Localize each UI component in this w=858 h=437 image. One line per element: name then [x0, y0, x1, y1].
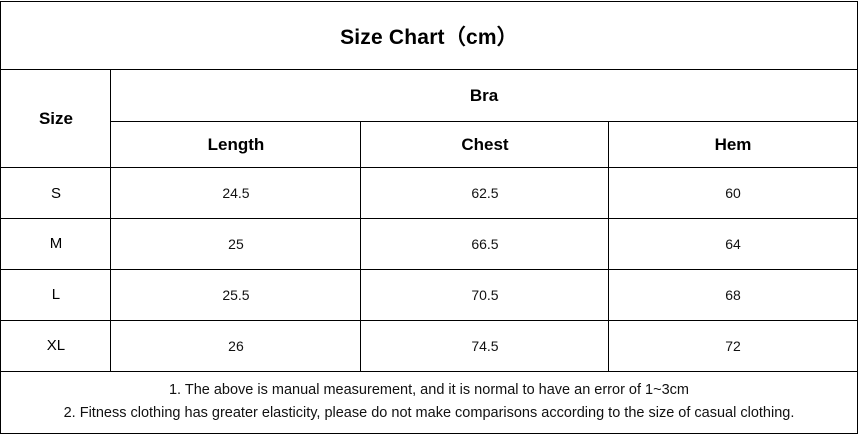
table-row-l: L 25.5 70.5 68 — [0, 268, 858, 321]
table-row-xl: XL 26 74.5 72 — [0, 319, 858, 372]
note-line-1: 1. The above is manual measurement, and … — [168, 382, 689, 399]
notes: 1. The above is manual measurement, and … — [0, 370, 858, 435]
chest-value: 62.5 — [360, 167, 610, 219]
group-header-row: Size Bra — [0, 69, 858, 169]
notes-row: 1. The above is manual measurement, and … — [0, 370, 858, 435]
note-line-2: 2. Fitness clothing has greater elastici… — [63, 405, 795, 422]
column-header-row: Length Chest Hem — [1, 121, 858, 169]
hem-value: 60 — [608, 167, 858, 219]
size-label: S — [0, 167, 112, 219]
hem-value: 72 — [608, 319, 858, 372]
page-title: Size Chart（cm） — [0, 0, 858, 71]
chest-value: 66.5 — [360, 217, 610, 270]
length-value: 25 — [110, 217, 362, 270]
hem-value: 64 — [608, 217, 858, 270]
table-row-m: M 25 66.5 64 — [0, 217, 858, 270]
chest-value: 70.5 — [360, 268, 610, 321]
column-header-length: Length — [110, 121, 362, 169]
column-header-size: Size — [0, 69, 112, 169]
size-label: L — [0, 268, 112, 321]
length-value: 26 — [110, 319, 362, 372]
length-value: 25.5 — [110, 268, 362, 321]
chest-value: 74.5 — [360, 319, 610, 372]
size-label: M — [0, 217, 112, 270]
length-value: 24.5 — [110, 167, 362, 219]
size-label: XL — [0, 319, 112, 372]
title-row: Size Chart（cm） — [0, 0, 858, 71]
column-header-hem: Hem — [608, 121, 858, 169]
hem-value: 68 — [608, 268, 858, 321]
group-header-bra: Bra — [110, 69, 858, 123]
table-row-s: S 24.5 62.5 60 — [0, 167, 858, 219]
column-header-chest: Chest — [360, 121, 610, 169]
